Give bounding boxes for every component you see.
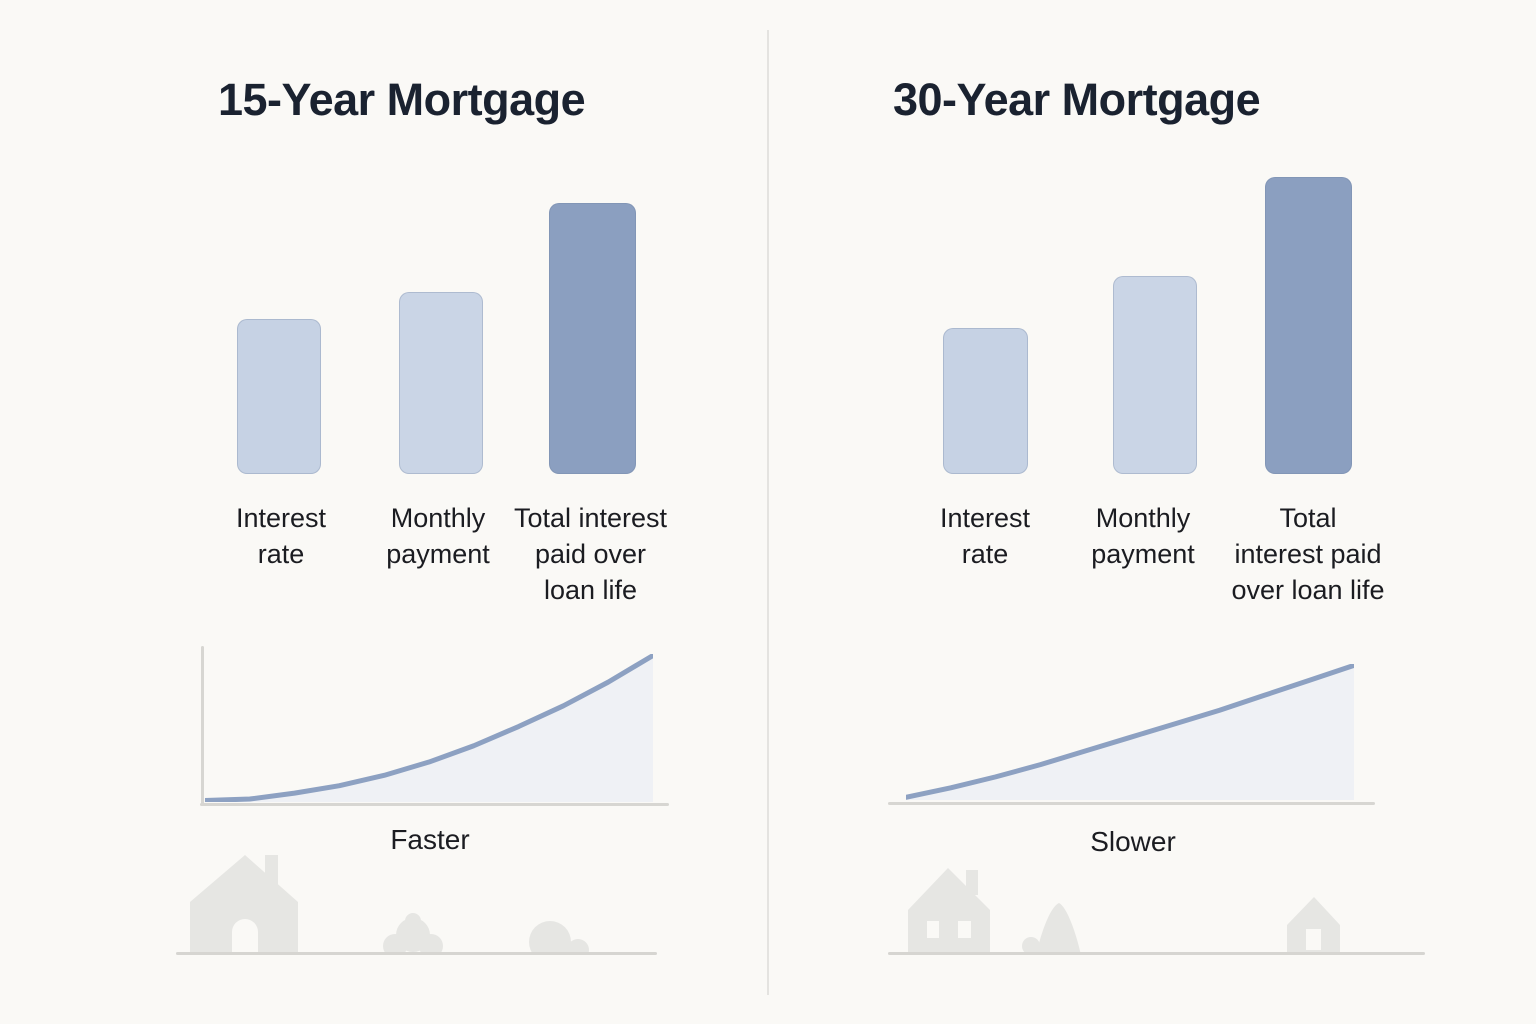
bar-total-interest bbox=[1265, 177, 1352, 474]
bar-total-interest bbox=[549, 203, 636, 474]
trend-caption-faster: Faster bbox=[390, 824, 470, 855]
panel-title-30-year: 30-Year Mortgage bbox=[893, 74, 1261, 125]
chimney-icon bbox=[966, 870, 978, 895]
label-line: Interest bbox=[939, 503, 1031, 533]
chimney-icon bbox=[265, 855, 278, 887]
label-line: payment bbox=[1091, 539, 1195, 569]
label-line: over loan life bbox=[1231, 575, 1385, 605]
label-line: Monthly bbox=[1095, 503, 1191, 533]
bar-monthly-payment bbox=[1113, 276, 1197, 474]
bar-label-monthly-payment: Monthly payment bbox=[358, 500, 518, 572]
neighborhood-scene bbox=[908, 868, 1340, 955]
bar-monthly-payment bbox=[399, 292, 483, 474]
label-line: payment bbox=[386, 539, 490, 569]
window-icon bbox=[1306, 929, 1321, 950]
label-line: Total bbox=[1279, 503, 1337, 533]
bush-icon bbox=[419, 934, 443, 955]
window-icon bbox=[958, 921, 971, 938]
house-icon bbox=[1287, 897, 1340, 955]
bar-label-total-interest: Total interest paid over loan life bbox=[503, 500, 678, 608]
label-line: Total interest bbox=[513, 503, 668, 533]
window-icon bbox=[927, 921, 939, 938]
label-line: interest paid bbox=[1234, 539, 1382, 569]
ground-line bbox=[176, 952, 657, 955]
bar-label-monthly-payment: Monthly payment bbox=[1062, 500, 1224, 572]
ground-line bbox=[888, 952, 1425, 955]
door-icon bbox=[232, 919, 258, 955]
bar-label-interest-rate: Interest rate bbox=[201, 500, 361, 572]
bush-icon bbox=[1022, 937, 1040, 955]
center-divider bbox=[767, 30, 769, 995]
x-axis bbox=[888, 802, 1375, 805]
label-line: Interest bbox=[235, 503, 327, 533]
growth-curve bbox=[906, 665, 1354, 797]
bar-label-total-interest: Total interest paid over loan life bbox=[1213, 500, 1403, 608]
bush-icon bbox=[567, 939, 589, 955]
label-line: paid over bbox=[534, 539, 647, 569]
bush-icon bbox=[529, 921, 571, 955]
growth-chart bbox=[205, 654, 653, 802]
label-line: Monthly bbox=[390, 503, 486, 533]
label-line: rate bbox=[961, 539, 1009, 569]
x-axis bbox=[200, 803, 669, 806]
bar-label-interest-rate: Interest rate bbox=[905, 500, 1065, 572]
curve-area bbox=[906, 665, 1354, 800]
bar-interest-rate bbox=[237, 319, 321, 474]
bush-icon bbox=[405, 913, 421, 929]
bush-icon bbox=[383, 934, 407, 955]
panel-title-15-year: 15-Year Mortgage bbox=[218, 74, 586, 125]
y-axis bbox=[201, 646, 204, 806]
label-line: rate bbox=[257, 539, 305, 569]
label-line: loan life bbox=[543, 575, 638, 605]
growth-chart bbox=[906, 664, 1354, 800]
trend-caption-slower: Slower bbox=[1090, 826, 1176, 857]
tree-icon bbox=[1036, 903, 1081, 955]
neighborhood-scene bbox=[190, 855, 589, 955]
growth-curve bbox=[205, 655, 653, 800]
bar-interest-rate bbox=[943, 328, 1028, 474]
curve-area bbox=[205, 655, 653, 802]
